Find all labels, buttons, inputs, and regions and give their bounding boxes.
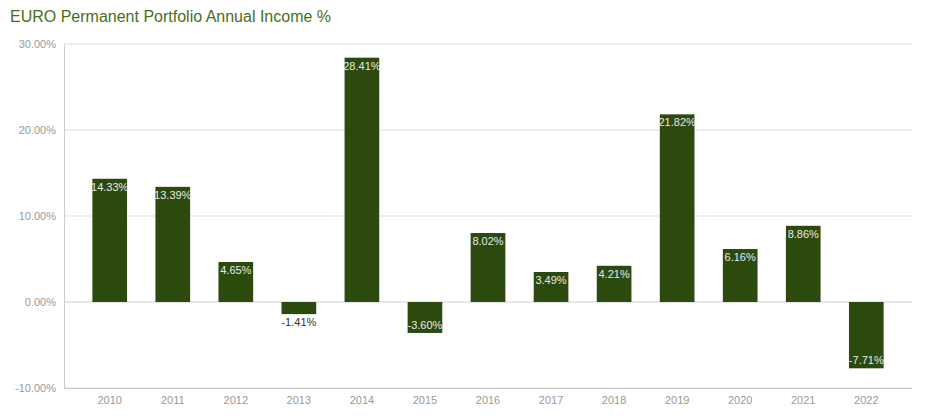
y-axis: -10.00% 0.00% 10.00% 20.00% 30.00% (15, 38, 64, 394)
x-tick: 2014 (350, 388, 374, 406)
x-tick: 2013 (287, 388, 311, 406)
bar (282, 302, 317, 314)
y-tick-label: 30.00% (19, 38, 57, 50)
bar (218, 262, 253, 302)
y-tick: 30.00% (19, 38, 64, 50)
bar (345, 58, 380, 302)
x-axis-line (65, 388, 913, 389)
chart-svg: EURO Permanent Portfolio Annual Income %… (0, 0, 926, 418)
y-tick-label: -10.00% (15, 382, 56, 394)
data-label: 14.33% (91, 181, 129, 193)
data-label: 4.65% (220, 264, 251, 276)
x-tick: 2020 (728, 388, 752, 406)
x-tick-label: 2021 (791, 394, 815, 406)
data-label: -1.41% (281, 316, 316, 328)
data-label: 13.39% (154, 189, 192, 201)
y-tick: 0.00% (25, 296, 64, 308)
x-tick: 2016 (476, 388, 500, 406)
x-tick-label: 2012 (224, 394, 248, 406)
x-tick-label: 2016 (476, 394, 500, 406)
x-tick-label: 2017 (539, 394, 563, 406)
x-tick: 2011 (161, 388, 185, 406)
data-label: 28.41% (343, 60, 381, 72)
chart-title: EURO Permanent Portfolio Annual Income % (10, 8, 331, 25)
data-label: -7.71% (849, 354, 884, 366)
bar (660, 114, 695, 302)
y-tick-label: 20.00% (19, 124, 57, 136)
x-tick-label: 2011 (161, 394, 185, 406)
chart-container: EURO Permanent Portfolio Annual Income %… (0, 0, 926, 418)
bar (155, 187, 190, 302)
y-tick: -10.00% (15, 382, 64, 394)
bar (786, 226, 821, 302)
bar (534, 272, 569, 302)
data-labels: 14.33% 13.39% 4.65% -1.41% 28.41% -3.60% 8.02%… (91, 60, 884, 367)
grid-line (64, 44, 912, 45)
y-axis-line (64, 45, 65, 389)
x-tick-label: 2015 (413, 394, 437, 406)
data-label: 6.16% (725, 251, 756, 263)
y-tick-label: 0.00% (25, 296, 56, 308)
bar (849, 302, 884, 368)
bar (723, 249, 758, 302)
x-tick-label: 2020 (728, 394, 752, 406)
x-tick-label: 2013 (287, 394, 311, 406)
data-label: 3.49% (535, 274, 566, 286)
data-label: 4.21% (598, 268, 629, 280)
data-label: -3.60% (408, 319, 443, 331)
x-tick: 2022 (854, 388, 878, 406)
x-tick: 2017 (539, 388, 563, 406)
data-label: 8.02% (472, 235, 503, 247)
grid-line (64, 216, 912, 217)
grid (64, 44, 912, 388)
x-tick: 2021 (791, 388, 815, 406)
x-tick: 2010 (97, 388, 121, 406)
bar (471, 233, 506, 302)
x-tick: 2015 (413, 388, 437, 406)
grid-line (64, 130, 912, 131)
bars (92, 58, 883, 369)
data-label: 8.86% (788, 228, 819, 240)
x-tick-label: 2010 (97, 394, 121, 406)
x-tick: 2012 (224, 388, 248, 406)
y-tick: 10.00% (19, 210, 64, 222)
data-label: 21.82% (658, 116, 696, 128)
bar (597, 266, 632, 302)
x-tick-label: 2019 (665, 394, 689, 406)
x-tick: 2019 (665, 388, 689, 406)
x-axis: 2010 2011 2012 2013 2014 2015 2016 2017 2018 2019… (65, 388, 913, 406)
x-tick-label: 2022 (854, 394, 878, 406)
x-tick: 2018 (602, 388, 626, 406)
y-tick-label: 10.00% (19, 210, 57, 222)
grid-line (64, 388, 912, 389)
y-tick: 20.00% (19, 124, 64, 136)
x-tick-label: 2018 (602, 394, 626, 406)
bar (92, 179, 127, 302)
bar (408, 302, 443, 333)
x-tick-label: 2014 (350, 394, 374, 406)
